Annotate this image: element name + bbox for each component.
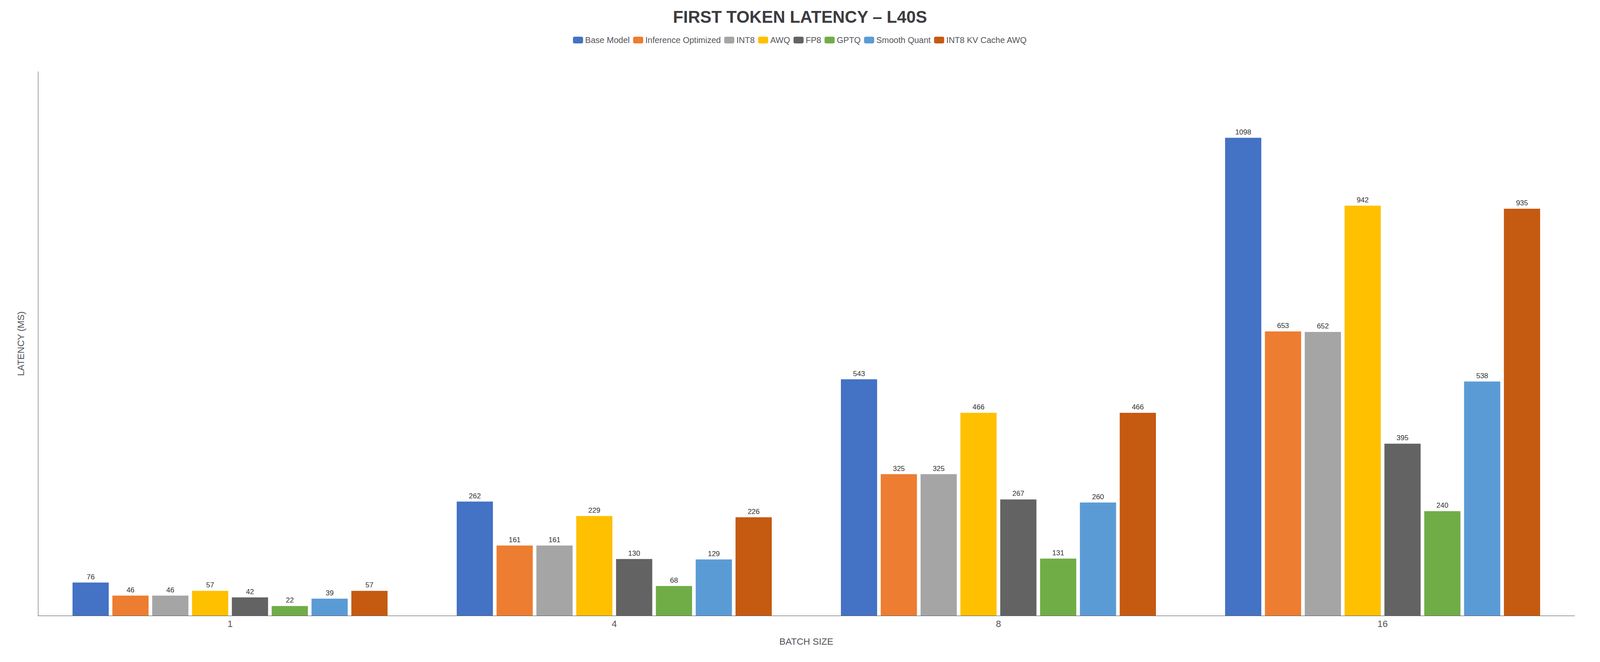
svg-text:325: 325 <box>892 464 905 473</box>
svg-text:1098: 1098 <box>1235 128 1252 137</box>
svg-text:129: 129 <box>707 549 720 558</box>
svg-text:161: 161 <box>508 536 521 545</box>
svg-text:652: 652 <box>1317 322 1329 331</box>
svg-text:FP8: FP8 <box>805 35 822 45</box>
svg-text:8: 8 <box>995 618 1001 630</box>
svg-text:16: 16 <box>1377 618 1388 630</box>
svg-text:538: 538 <box>1476 371 1488 380</box>
svg-text:INT8: INT8 <box>736 35 755 45</box>
svg-text:161: 161 <box>548 536 561 545</box>
svg-text:130: 130 <box>628 549 641 558</box>
svg-text:Inference Optimized: Inference Optimized <box>645 35 721 45</box>
svg-text:AWQ: AWQ <box>770 35 791 45</box>
svg-text:Base Model: Base Model <box>585 35 631 45</box>
svg-text:395: 395 <box>1396 433 1409 442</box>
svg-text:LATENCY (MS): LATENCY (MS) <box>15 311 27 376</box>
svg-text:GPTQ: GPTQ <box>836 35 861 45</box>
svg-text:68: 68 <box>670 576 679 585</box>
svg-text:57: 57 <box>206 581 215 590</box>
svg-text:935: 935 <box>1516 199 1528 208</box>
svg-text:46: 46 <box>166 586 175 595</box>
svg-text:BATCH SIZE: BATCH SIZE <box>779 636 834 647</box>
svg-text:240: 240 <box>1436 501 1449 510</box>
svg-text:39: 39 <box>325 589 334 598</box>
svg-text:466: 466 <box>1131 403 1144 412</box>
svg-text:226: 226 <box>747 507 760 516</box>
svg-text:4: 4 <box>611 618 617 630</box>
svg-text:Smooth Quant: Smooth Quant <box>876 35 931 45</box>
svg-text:466: 466 <box>972 403 985 412</box>
svg-text:1: 1 <box>227 618 233 630</box>
svg-text:543: 543 <box>853 369 865 378</box>
svg-text:325: 325 <box>932 464 945 473</box>
svg-text:267: 267 <box>1012 489 1025 498</box>
svg-text:42: 42 <box>245 587 254 596</box>
svg-text:57: 57 <box>365 581 374 590</box>
svg-text:76: 76 <box>86 573 95 582</box>
svg-text:229: 229 <box>588 506 601 515</box>
svg-text:262: 262 <box>468 492 481 501</box>
svg-text:FIRST TOKEN LATENCY – L40S: FIRST TOKEN LATENCY – L40S <box>673 7 927 27</box>
svg-text:46: 46 <box>126 586 135 595</box>
svg-text:942: 942 <box>1356 196 1369 205</box>
svg-text:22: 22 <box>285 596 294 605</box>
svg-text:260: 260 <box>1091 492 1104 502</box>
svg-text:653: 653 <box>1276 321 1289 330</box>
svg-text:INT8 KV Cache AWQ: INT8 KV Cache AWQ <box>946 35 1027 45</box>
svg-text:131: 131 <box>1052 549 1064 558</box>
